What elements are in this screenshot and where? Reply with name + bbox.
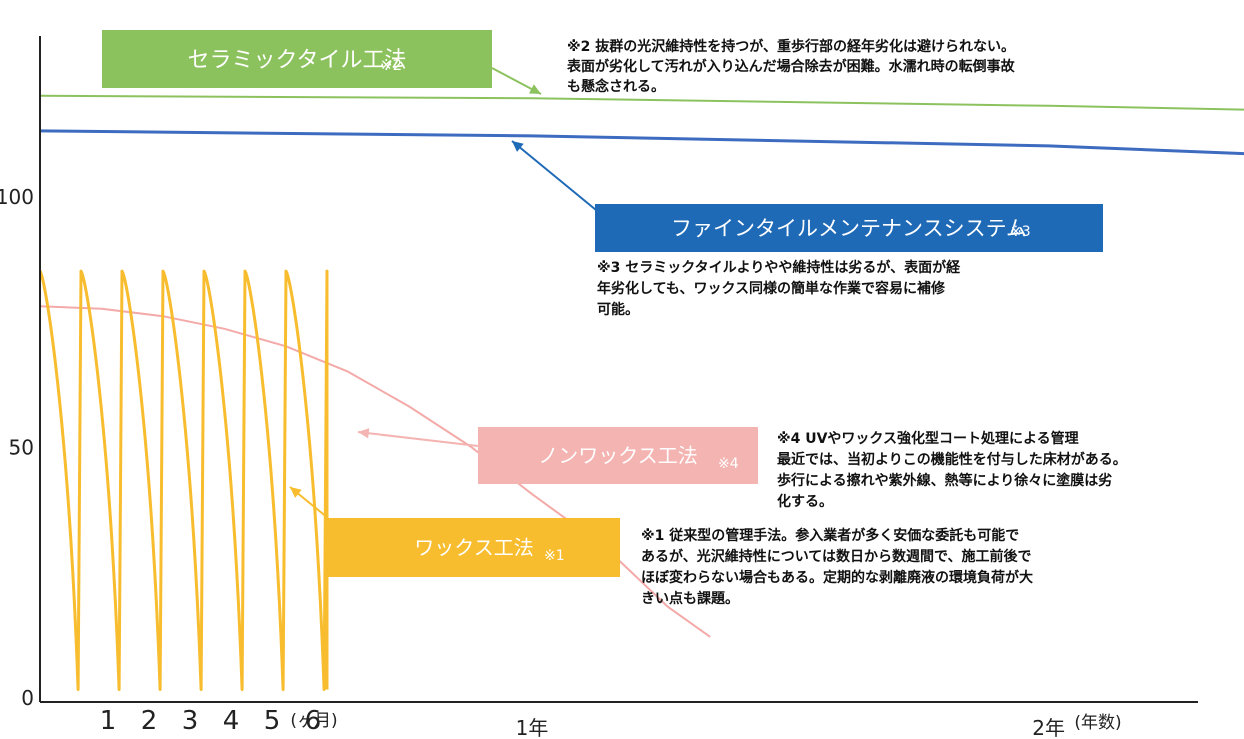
arrow-fine-tile [511, 140, 597, 211]
annotation-note-1-line: ※1 従来型の管理手法。参入業者が多く安価な委託も可能で [641, 527, 1019, 544]
x-tick-label: 6 [305, 706, 322, 736]
annotation-note-3-line: 可能。 [597, 301, 639, 318]
annotation-note-3: ※3 セラミックタイルよりやや維持性は劣るが、表面が経年劣化しても、ワックス同様… [597, 259, 961, 318]
y-tick-label: 50 [9, 436, 34, 460]
tick-labels: 0501001234561年2年3年(ヶ月)(年数) [0, 185, 1122, 739]
annotation-note-1: ※1 従来型の管理手法。参入業者が多く安価な委託も可能であるが、光沢維持性につい… [641, 527, 1033, 607]
label-box-ceramic-text: セラミックタイル工法 [187, 48, 406, 73]
label-box-fine-tile-text: ファインタイルメンテナンスシステム [671, 217, 1027, 241]
annotation-note-2-line: も懸念される。 [567, 78, 665, 95]
annotation-note-3-line: 年劣化しても、ワックス同様の簡単な作業で容易に補修 [597, 280, 946, 297]
annotation-note-3-line: ※3 セラミックタイルよりやや維持性は劣るが、表面が経 [597, 259, 961, 276]
annotation-note-2: ※2 抜群の光沢維持性を持つが、重歩行部の経年劣化は避けられない。表面が劣化して… [566, 38, 1016, 95]
series-label-boxes: セラミックタイル工法※2 ファインタイルメンテナンスシステム※3 ノンワックス工法 ※… [102, 30, 1103, 577]
series-line-ceramic [39, 94, 1244, 111]
series-line-fine-tile [39, 129, 1244, 156]
x-tick-label: 4 [223, 706, 240, 736]
annotation-note-1-line: きい点も課題。 [641, 590, 739, 607]
label-box-ceramic: セラミックタイル工法 [102, 30, 492, 88]
annotation-note-4: ※4 UVやワックス強化型コート処理による管理最近では、当初よりこの機能性を付与… [777, 430, 1127, 510]
annotation-note-1-line: あるが、光沢維持性については数日から数週間で、施工前後で [641, 548, 1031, 565]
label-box-wax-text: ワックス工法 [414, 536, 533, 560]
x-tick-label: 2年 [1032, 716, 1065, 739]
annotation-notes: ※2 抜群の光沢維持性を持つが、重歩行部の経年劣化は避けられない。表面が劣化して… [566, 38, 1127, 607]
x-unit-years-label: (年数) [1074, 713, 1121, 733]
x-tick-label: 5 [264, 706, 281, 736]
annotation-note-4-line: 最近では、当初よりこの機能性を付与した床材がある。 [777, 451, 1127, 468]
series-line-wax [38, 269, 329, 691]
label-box-fine-tile: ファインタイルメンテナンスシステム [595, 204, 1103, 252]
arrow-wax [289, 486, 329, 519]
x-unit-months-label: (ヶ月) [290, 711, 337, 731]
annotation-note-1-line: ほぼ変わらない場合もある。定期的な剥離廃液の環境負荷が大 [641, 569, 1033, 586]
label-box-nonwax-text: ノンワックス工法 [538, 444, 697, 468]
annotation-note-4-line: 歩行による擦れや紫外線、熱等により徐々に塗膜は劣 [777, 472, 1112, 489]
annotation-note-2-line: 表面が劣化して汚れが入り込んだ場合除去が困難。水濡れ時の転倒事故 [566, 58, 1016, 75]
annotation-note-4-line: 化する。 [777, 493, 833, 510]
arrow-ceramic [491, 67, 542, 95]
note-mark-fine-tile: ※3 [1010, 224, 1031, 240]
x-tick-label: 2 [141, 706, 158, 736]
arrow-nonwax [357, 428, 479, 447]
annotation-arrows [289, 67, 597, 519]
x-tick-label: 3 [182, 706, 199, 736]
note-mark-ceramic: ※2 [380, 56, 402, 74]
y-tick-label: 0 [21, 686, 34, 710]
x-tick-label: 1年 [516, 716, 549, 739]
annotation-note-2-line: ※2 抜群の光沢維持性を持つが、重歩行部の経年劣化は避けられない。 [567, 38, 1015, 55]
note-mark-wax: ※1 [544, 548, 565, 564]
axes [39, 36, 1198, 703]
label-box-wax: ワックス工法 [328, 518, 620, 577]
x-tick-label: 1 [100, 706, 117, 736]
label-box-nonwax: ノンワックス工法 [478, 427, 758, 484]
y-tick-label: 100 [0, 185, 34, 209]
annotation-note-4-line: ※4 UVやワックス強化型コート処理による管理 [777, 430, 1079, 447]
note-mark-nonwax: ※4 [718, 456, 739, 472]
